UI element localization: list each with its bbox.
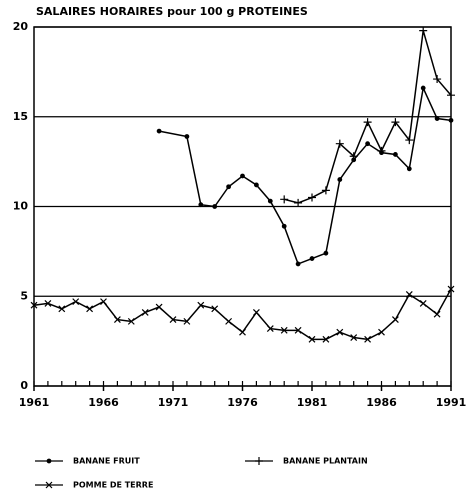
point <box>156 128 162 134</box>
point <box>419 300 427 307</box>
point <box>393 152 398 157</box>
legend-marker <box>255 457 263 465</box>
point <box>447 285 455 293</box>
point <box>308 193 316 202</box>
series-line <box>158 85 452 265</box>
point <box>295 261 301 267</box>
point <box>280 195 289 204</box>
point <box>365 141 371 147</box>
point <box>240 173 245 179</box>
point <box>225 317 233 325</box>
point <box>335 139 344 148</box>
legend-label: BANANE FRUIT <box>73 457 140 466</box>
point <box>323 250 329 256</box>
point <box>281 223 287 229</box>
point <box>253 182 259 188</box>
point <box>406 166 412 172</box>
point <box>377 146 386 155</box>
point <box>448 117 454 123</box>
legend-marker <box>45 481 53 489</box>
point <box>86 305 94 313</box>
chart-title: SALAIRES HORAIRES pour 100 g PROTEINES <box>36 5 308 18</box>
legend: BANANE FRUIT BANANE PLANTAIN POMME DE TERR… <box>35 457 368 490</box>
point <box>280 326 288 334</box>
x-tick-label: 1966 <box>88 396 119 409</box>
point <box>197 301 205 309</box>
point <box>419 26 428 35</box>
legend-label: BANANE PLANTAIN <box>283 457 368 466</box>
point <box>239 328 246 336</box>
point <box>212 204 218 209</box>
point <box>350 334 358 341</box>
point <box>336 328 344 336</box>
point <box>378 328 385 336</box>
point <box>363 118 372 127</box>
y-tick-label: 5 <box>20 289 28 302</box>
legend-marker <box>46 458 52 464</box>
point <box>349 152 358 161</box>
point <box>113 316 121 324</box>
point <box>294 198 303 207</box>
x-tick-label: 1986 <box>366 396 397 409</box>
point <box>433 75 442 84</box>
point <box>155 303 163 311</box>
point <box>391 118 400 127</box>
point <box>127 317 135 325</box>
point <box>433 310 441 318</box>
point <box>184 134 190 139</box>
point <box>321 186 330 195</box>
point <box>405 136 414 145</box>
x-tick-label: 1971 <box>158 396 189 409</box>
point <box>391 316 399 324</box>
point <box>294 326 302 334</box>
point <box>252 308 260 316</box>
point <box>211 305 219 313</box>
point <box>72 298 80 306</box>
point <box>44 300 52 307</box>
point <box>267 198 273 204</box>
point <box>226 184 232 190</box>
y-tick-label: 10 <box>13 200 29 213</box>
point <box>364 335 372 343</box>
point <box>198 202 204 208</box>
point <box>183 317 191 325</box>
y-tick-label: 15 <box>13 110 28 123</box>
point <box>169 316 177 324</box>
x-tick-label: 1981 <box>297 396 328 409</box>
point <box>58 305 66 313</box>
legend-label: POMME DE TERRE <box>73 481 153 490</box>
point <box>337 177 343 182</box>
y-tick-label: 20 <box>13 20 29 33</box>
point <box>420 85 426 91</box>
point <box>447 91 455 100</box>
point <box>405 291 413 298</box>
point <box>141 308 149 316</box>
point <box>434 116 440 121</box>
y-tick-label: 0 <box>20 379 28 392</box>
point <box>266 325 274 332</box>
point <box>30 301 38 309</box>
point <box>309 256 315 261</box>
point <box>308 335 316 343</box>
x-tick-label: 1961 <box>19 396 50 409</box>
point <box>100 298 107 306</box>
x-tick-label: 1976 <box>227 396 258 409</box>
point <box>322 335 330 343</box>
x-tick-label: 1991 <box>436 396 467 409</box>
